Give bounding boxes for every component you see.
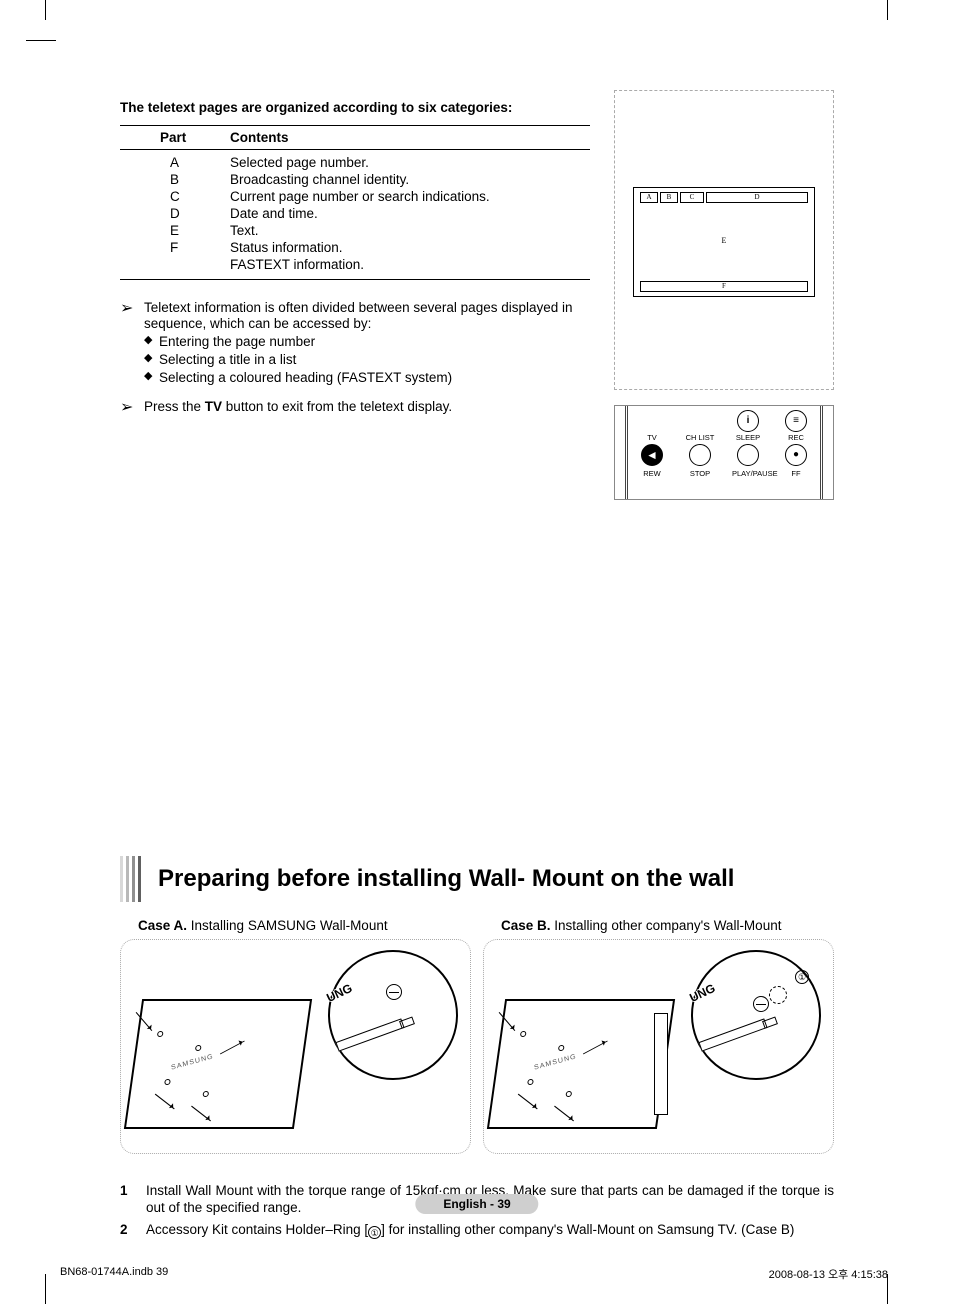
ung-text: UNG bbox=[687, 981, 717, 1005]
bullet-diamond-icon: ◆ bbox=[144, 334, 159, 351]
remote-label-sleep: SLEEP bbox=[732, 433, 764, 442]
th-part: Part bbox=[120, 126, 230, 150]
remote-control-diagram: i ≡ TV CH LIST SLEEP REC ◄ ● REW S bbox=[614, 405, 834, 500]
note1-sub2: Selecting a title in a list bbox=[159, 352, 296, 369]
page-number-pill: English - 39 bbox=[415, 1194, 538, 1214]
table-row: ASelected page number. bbox=[120, 154, 590, 171]
holder-ring-callout: ① bbox=[795, 970, 809, 984]
tv-button-highlight: ◄ bbox=[641, 444, 663, 466]
screen-area-c: C bbox=[680, 192, 704, 203]
sleep-button bbox=[737, 444, 759, 466]
case-a-diagram: SAMSUNG UNG bbox=[120, 939, 471, 1154]
info-button: i bbox=[737, 410, 759, 432]
screen-area-b: B bbox=[660, 192, 678, 203]
rec-button: ● bbox=[785, 444, 807, 466]
th-contents: Contents bbox=[230, 126, 590, 150]
note2-text: Press the TV button to exit from the tel… bbox=[144, 399, 590, 416]
remote-label-tv: TV bbox=[636, 433, 668, 442]
table-row: BBroadcasting channel identity. bbox=[120, 171, 590, 188]
print-file-name: BN68-01744A.indb 39 bbox=[60, 1266, 168, 1282]
remote-label-chlist: CH LIST bbox=[684, 433, 716, 442]
ung-text: UNG bbox=[324, 981, 354, 1005]
remote-label-playpause: PLAY/PAUSE bbox=[732, 469, 764, 478]
remote-label-rew: REW bbox=[636, 469, 668, 478]
case-b-label: Case B. Installing other company's Wall-… bbox=[501, 918, 834, 933]
case-b-diagram: SAMSUNG UNG ① bbox=[483, 939, 834, 1154]
teletext-categories-table: Part Contents ASelected page number. BBr… bbox=[120, 125, 590, 273]
section-title: Preparing before installing Wall- Mount … bbox=[158, 865, 734, 893]
note1-sub1: Entering the page number bbox=[159, 334, 315, 351]
list-button: ≡ bbox=[785, 410, 807, 432]
note-arrow-icon: ➢ bbox=[120, 399, 144, 416]
section-accent-bars bbox=[120, 856, 144, 902]
remote-label-rec: REC bbox=[780, 433, 812, 442]
table-row: FStatus information. bbox=[120, 239, 590, 256]
step-number: 2 bbox=[120, 1221, 146, 1239]
crop-marks-top bbox=[45, 0, 888, 20]
note1-text: Teletext information is often divided be… bbox=[144, 300, 590, 334]
note1-sub3: Selecting a coloured heading (FASTEXT sy… bbox=[159, 370, 452, 387]
screen-area-a: A bbox=[640, 192, 658, 203]
crop-mark-bl bbox=[45, 1274, 46, 1304]
bullet-diamond-icon: ◆ bbox=[144, 352, 159, 369]
step-number: 1 bbox=[120, 1182, 146, 1217]
teletext-screen-diagram: A B C D E F bbox=[614, 90, 834, 390]
remote-label-ff: FF bbox=[780, 469, 812, 478]
table-row: CCurrent page number or search indicatio… bbox=[120, 188, 590, 205]
screen-area-d: D bbox=[706, 192, 808, 203]
table-row: DDate and time. bbox=[120, 205, 590, 222]
step2-text: Accessory Kit contains Holder–Ring [①] f… bbox=[146, 1221, 834, 1239]
bullet-diamond-icon: ◆ bbox=[144, 370, 159, 387]
note-arrow-icon: ➢ bbox=[120, 300, 144, 387]
table-row: EText. bbox=[120, 222, 590, 239]
table-row: FASTEXT information. bbox=[120, 256, 590, 273]
case-a-label: Case A. Installing SAMSUNG Wall-Mount bbox=[138, 918, 471, 933]
holder-ring-symbol: ① bbox=[368, 1226, 381, 1239]
print-timestamp: 2008-08-13 오후 4:15:38 bbox=[769, 1266, 888, 1282]
chlist-button bbox=[689, 444, 711, 466]
remote-label-stop: STOP bbox=[684, 469, 716, 478]
screen-area-f: F bbox=[640, 281, 808, 292]
screen-area-e: E bbox=[634, 236, 814, 245]
